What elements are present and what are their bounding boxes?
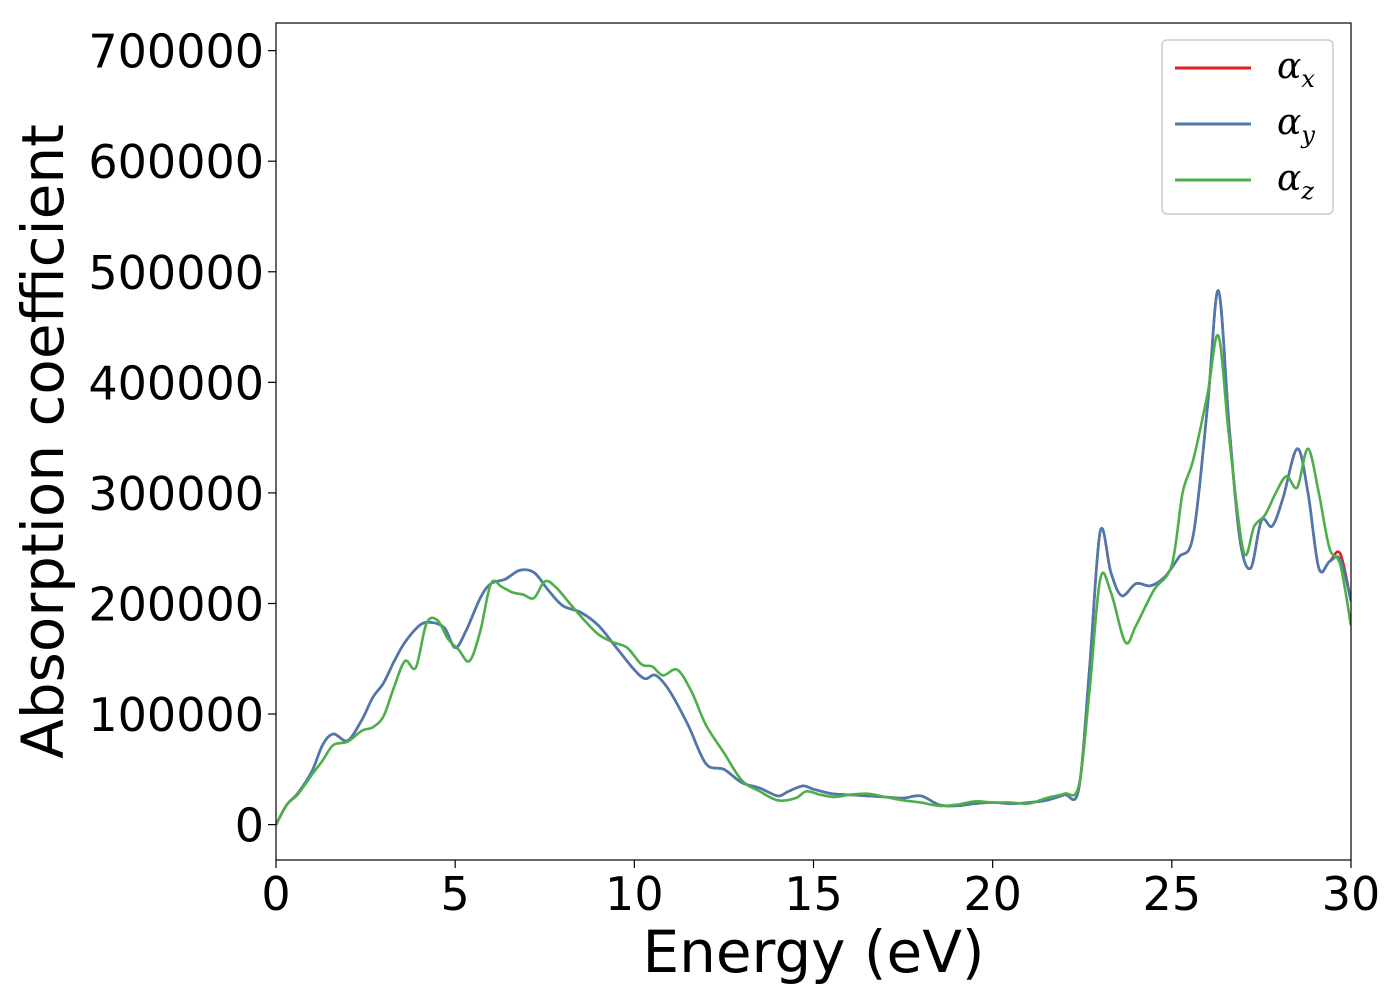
legend-label-alpha-y: αy: [1277, 102, 1315, 149]
y-tick-label: 700000: [88, 25, 264, 79]
series-line-alpha-y: [276, 289, 1351, 826]
y-tick-label: 400000: [88, 356, 264, 410]
x-tick-label: 15: [784, 867, 843, 921]
series-line-alpha-x: [276, 289, 1351, 826]
x-tick-label: 0: [261, 867, 290, 921]
y-tick-label: 600000: [88, 135, 264, 189]
x-tick-label: 20: [963, 867, 1022, 921]
series-layer: [276, 289, 1351, 826]
series-line-alpha-z: [276, 333, 1351, 826]
legend-symbol: α: [1277, 158, 1301, 199]
legend-symbol: α: [1277, 46, 1301, 87]
y-tick-label: 200000: [88, 577, 264, 631]
y-axis-ticks: 0 100000 200000 300000 400000 500000 600000 700…: [88, 25, 276, 853]
legend-subscript: z: [1300, 177, 1314, 205]
legend-label-alpha-z: αz: [1277, 158, 1314, 205]
legend-subscript: x: [1301, 65, 1315, 93]
legend-box: [1161, 39, 1334, 215]
x-tick-label: 25: [1143, 867, 1202, 921]
legend-label-alpha-x: αx: [1277, 46, 1315, 93]
x-tick-label: 30: [1322, 867, 1381, 921]
y-tick-label: 500000: [88, 246, 264, 300]
y-tick-label: 100000: [88, 688, 264, 742]
y-tick-label: 300000: [88, 467, 264, 521]
x-axis-ticks: 0 5 10 15 20 25 30: [261, 860, 1380, 921]
y-axis-label: Absorption coefficient: [9, 124, 77, 759]
legend-symbol: α: [1277, 102, 1301, 143]
y-tick-label: 0: [235, 799, 264, 853]
x-tick-label: 10: [605, 867, 664, 921]
x-tick-label: 5: [441, 867, 470, 921]
x-axis-label: Energy (eV): [642, 918, 984, 986]
legend-subscript: y: [1300, 121, 1315, 149]
